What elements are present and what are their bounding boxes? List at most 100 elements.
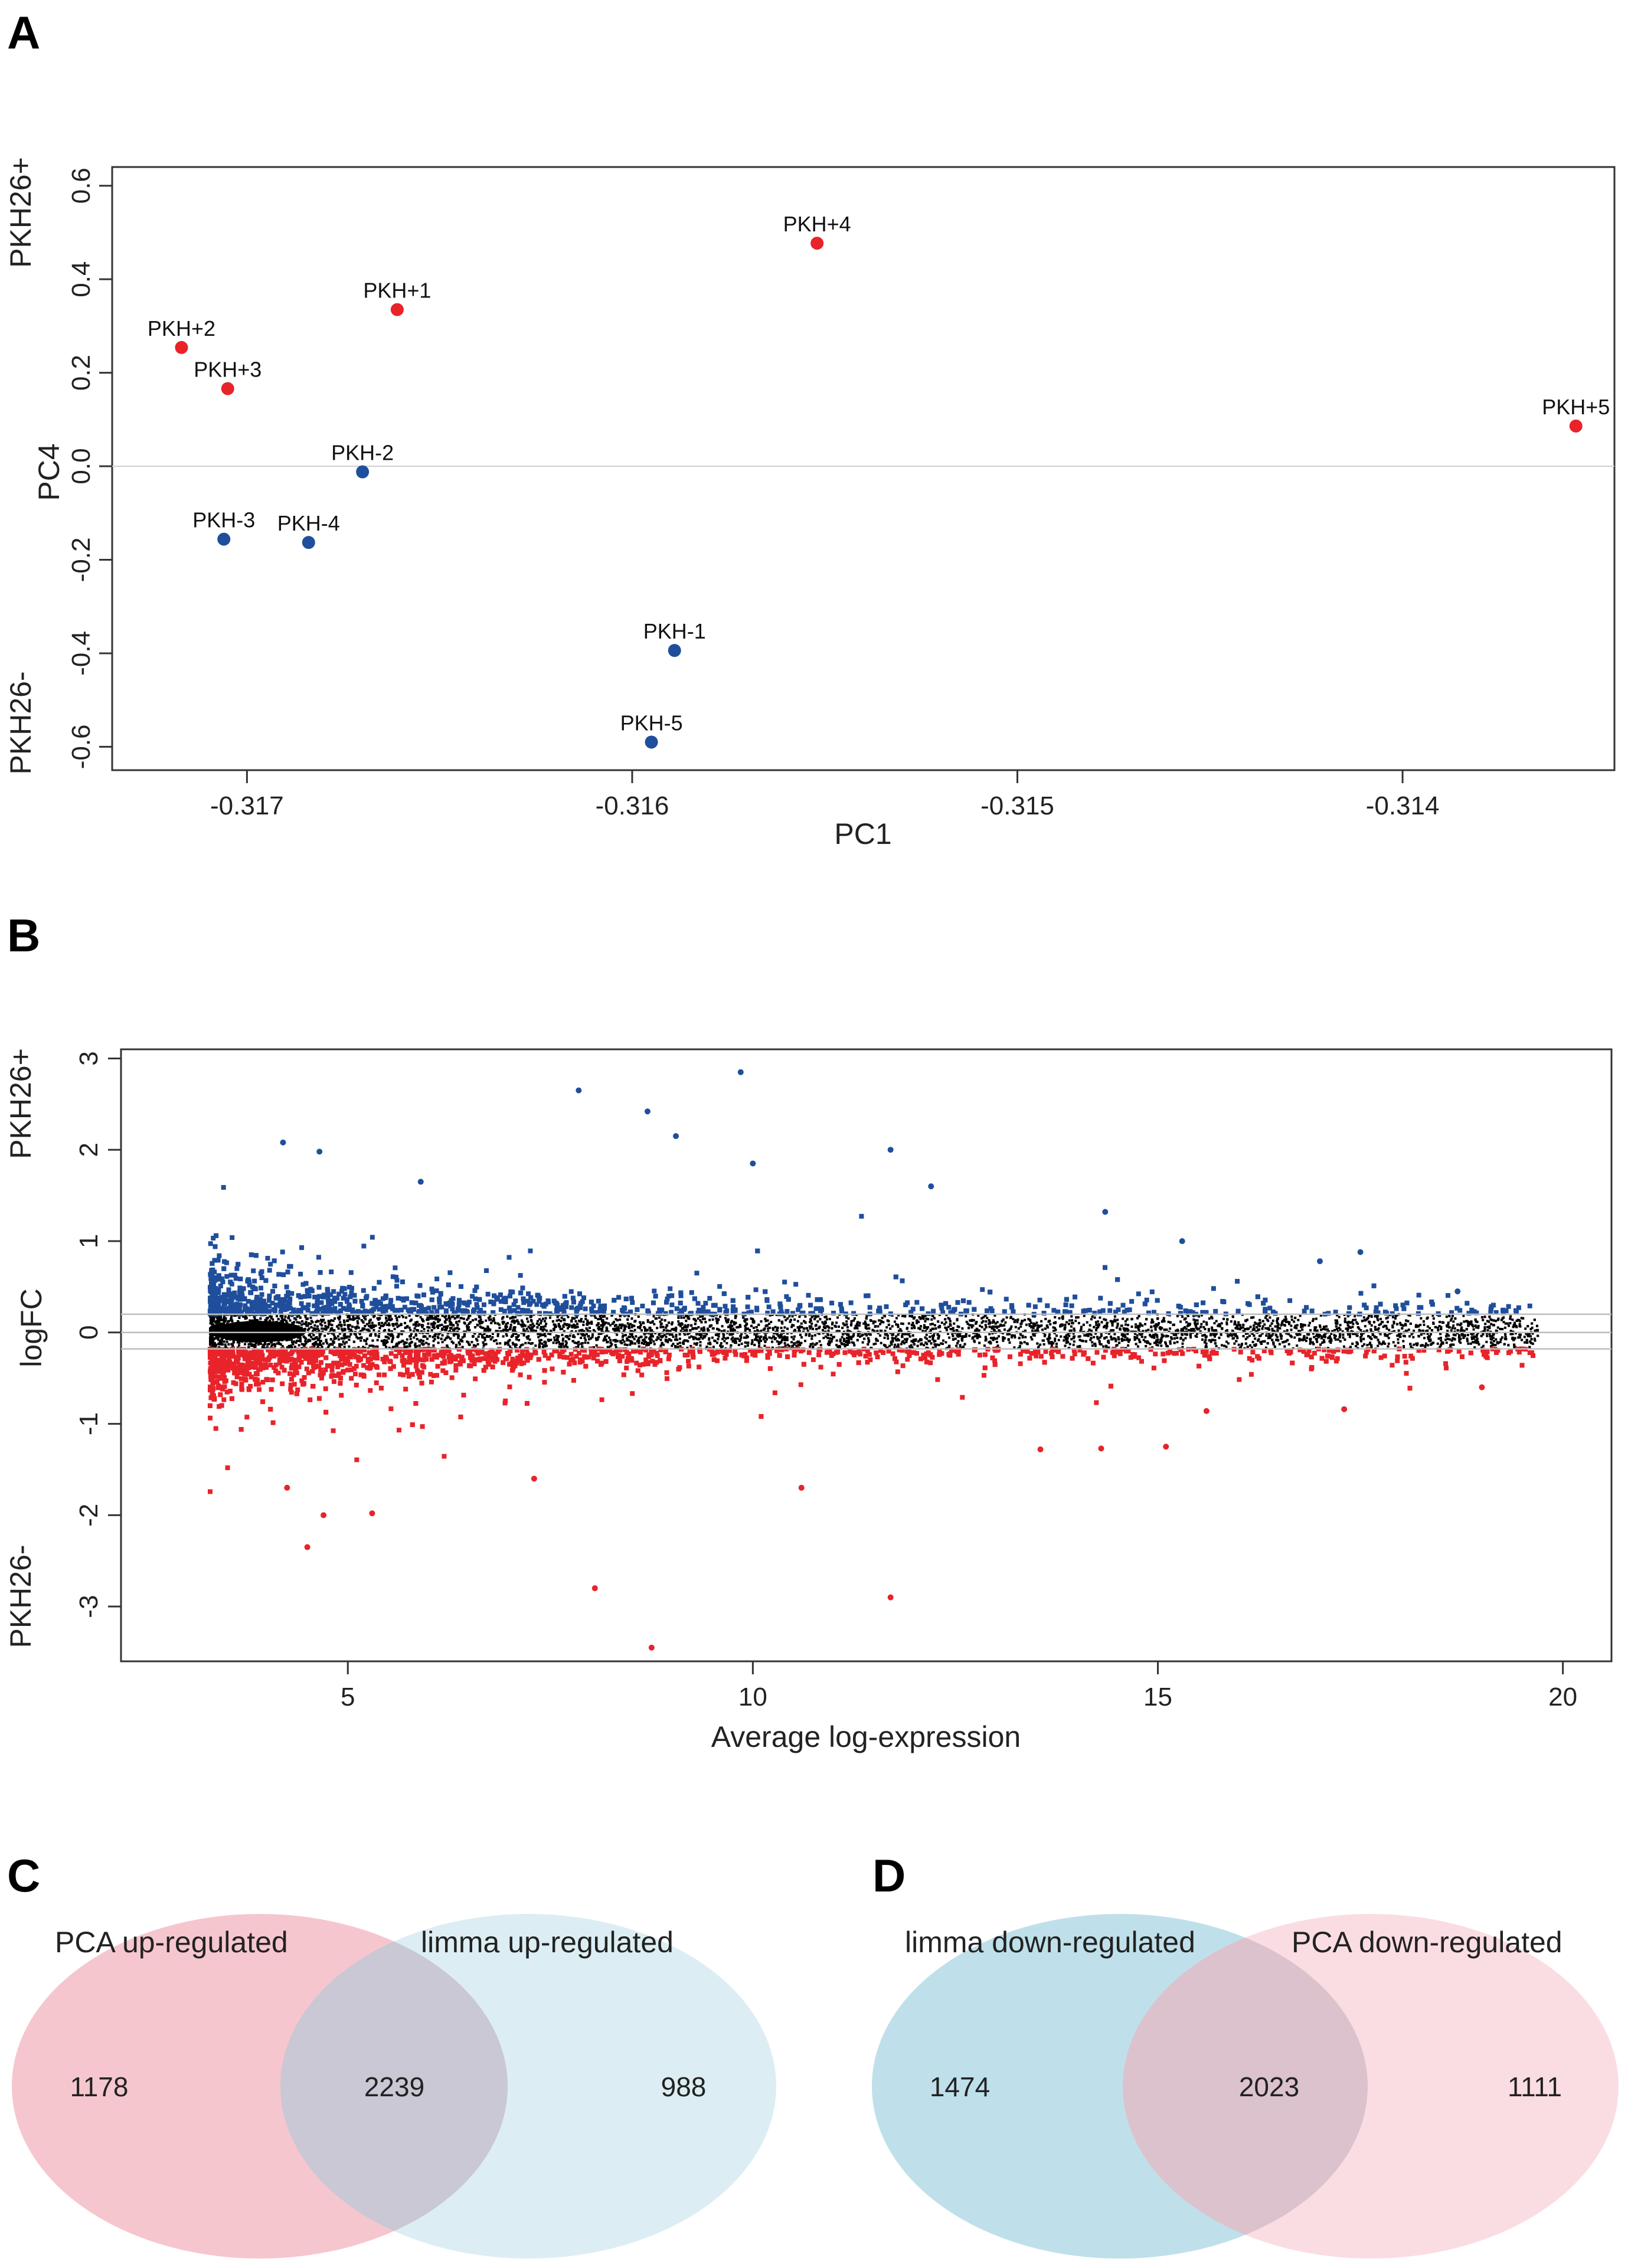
ma-nonsignificant-points-point bbox=[540, 1328, 542, 1331]
ma-nonsignificant-points-point bbox=[1449, 1319, 1452, 1322]
ma-nonsignificant-points-point bbox=[854, 1327, 857, 1330]
ma-nonsignificant-points-point bbox=[850, 1320, 853, 1323]
ma-nonsignificant-points-point bbox=[985, 1320, 988, 1323]
ma-nonsignificant-points-point bbox=[762, 1338, 765, 1341]
ma-nonsignificant-points-point bbox=[649, 1321, 652, 1324]
ma-nonsignificant-points-point bbox=[1176, 1341, 1179, 1344]
ma-nonsignificant-points-point bbox=[910, 1340, 913, 1343]
ma-nonsignificant-points-point bbox=[556, 1315, 559, 1318]
ma-nonsignificant-points-point bbox=[434, 1333, 437, 1336]
ma-nonsignificant-points-point bbox=[1251, 1333, 1254, 1336]
ma-nonsignificant-points-point bbox=[360, 1336, 363, 1339]
ma-nonsignificant-points-point bbox=[819, 1344, 822, 1347]
ma-nonsignificant-points-point bbox=[359, 1330, 362, 1333]
ma-nonsignificant-points-point bbox=[1472, 1328, 1475, 1331]
pca-plot-frame bbox=[111, 166, 1616, 771]
ma-nonsignificant-points-point bbox=[365, 1328, 368, 1331]
ma-nonsignificant-points-point bbox=[614, 1324, 617, 1327]
ma-nonsignificant-points-point bbox=[978, 1329, 980, 1332]
ma-nonsignificant-points-point bbox=[1378, 1324, 1381, 1327]
ma-nonsignificant-points-point bbox=[968, 1324, 971, 1327]
ma-nonsignificant-points-point bbox=[1127, 1344, 1130, 1347]
ma-nonsignificant-points-point bbox=[362, 1321, 365, 1324]
ma-nonsignificant-points-point bbox=[1529, 1340, 1532, 1343]
ma-nonsignificant-points-point bbox=[511, 1341, 514, 1344]
ma-nonsignificant-points-point bbox=[758, 1341, 761, 1344]
ma-nonsignificant-points-point bbox=[1192, 1328, 1195, 1331]
ma-nonsignificant-points-point bbox=[1261, 1325, 1264, 1328]
ma-nonsignificant-points-point bbox=[566, 1346, 569, 1349]
ma-nonsignificant-points-point bbox=[466, 1327, 469, 1330]
pca-point-PKHneg5 bbox=[645, 735, 658, 749]
ma-nonsignificant-points-point bbox=[1376, 1317, 1379, 1320]
ma-nonsignificant-points-point bbox=[721, 1325, 724, 1328]
ma-nonsignificant-points-point bbox=[555, 1319, 558, 1322]
ma-nonsignificant-points-point bbox=[1218, 1325, 1221, 1328]
ma-nonsignificant-points-point bbox=[1194, 1321, 1197, 1324]
ma-nonsignificant-points-point bbox=[868, 1339, 871, 1342]
ma-nonsignificant-points-point bbox=[1396, 1323, 1399, 1326]
ma-nonsignificant-points-point bbox=[877, 1325, 880, 1328]
ma-nonsignificant-points-point bbox=[656, 1327, 659, 1330]
ma-nonsignificant-points-point bbox=[678, 1337, 681, 1340]
ma-nonsignificant-points-point bbox=[531, 1329, 534, 1332]
ma-nonsignificant-points-point bbox=[561, 1327, 564, 1330]
ma-nonsignificant-points-point bbox=[1169, 1321, 1172, 1324]
ma-nonsignificant-points-point bbox=[882, 1343, 885, 1346]
ma-nonsignificant-points-point bbox=[554, 1323, 557, 1326]
ma-nonsignificant-points-point bbox=[1503, 1326, 1506, 1329]
ma-nonsignificant-points-point bbox=[1419, 1323, 1422, 1326]
ma-nonsignificant-points-point bbox=[517, 1321, 520, 1324]
ma-nonsignificant-points-point bbox=[441, 1341, 444, 1344]
ma-nonsignificant-points-point bbox=[1450, 1329, 1453, 1332]
ma-nonsignificant-points-point bbox=[1156, 1336, 1159, 1338]
ma-nonsignificant-points-point bbox=[1271, 1328, 1274, 1331]
ma-nonsignificant-points-point bbox=[1339, 1333, 1342, 1336]
ma-nonsignificant-points-point bbox=[329, 1320, 332, 1323]
ma-nonsignificant-points-point bbox=[913, 1343, 916, 1346]
ma-nonsignificant-points-point bbox=[381, 1324, 384, 1327]
ma-nonsignificant-points-point bbox=[1446, 1330, 1449, 1333]
ma-nonsignificant-points-point bbox=[1004, 1321, 1007, 1324]
ma-nonsignificant-points-point bbox=[496, 1334, 499, 1337]
pca-point-PKHpos2 bbox=[175, 341, 188, 354]
ma-nonsignificant-points-point bbox=[1269, 1316, 1271, 1319]
ma-nonsignificant-points-point bbox=[666, 1340, 669, 1343]
pca-point-label: PKH-1 bbox=[643, 619, 706, 643]
ma-nonsignificant-points-point bbox=[711, 1318, 714, 1321]
ma-nonsignificant-points-point bbox=[581, 1328, 584, 1331]
ma-nonsignificant-points-point bbox=[665, 1326, 668, 1329]
ma-nonsignificant-points-point bbox=[1145, 1345, 1148, 1348]
ma-nonsignificant-points-point bbox=[476, 1339, 479, 1342]
ma-nonsignificant-points-point bbox=[295, 1318, 298, 1321]
ma-nonsignificant-points-point bbox=[1502, 1321, 1505, 1324]
ma-nonsignificant-points-point bbox=[485, 1319, 488, 1322]
ma-nonsignificant-points-point bbox=[305, 1322, 308, 1325]
ma-nonsignificant-points-point bbox=[929, 1336, 931, 1338]
ma-nonsignificant-points-point bbox=[677, 1320, 680, 1323]
ma-nonsignificant-points-point bbox=[783, 1335, 786, 1338]
ma-nonsignificant-points-point bbox=[1130, 1326, 1133, 1328]
ma-nonsignificant-points-point bbox=[1099, 1316, 1101, 1319]
ma-nonsignificant-points-point bbox=[854, 1324, 857, 1327]
ma-nonsignificant-points-point bbox=[290, 1346, 293, 1349]
ma-nonsignificant-points-point bbox=[396, 1326, 399, 1328]
ma-nonsignificant-points-point bbox=[1367, 1320, 1370, 1323]
ma-nonsignificant-points-point bbox=[1261, 1327, 1264, 1330]
ma-nonsignificant-points-point bbox=[512, 1328, 515, 1331]
ma-nonsignificant-points-point bbox=[983, 1328, 986, 1331]
ma-nonsignificant-points-point bbox=[1113, 1318, 1116, 1321]
ma-nonsignificant-points-point bbox=[218, 1346, 221, 1349]
ma-nonsignificant-points-point bbox=[973, 1335, 976, 1338]
ma-nonsignificant-points-point bbox=[855, 1323, 858, 1326]
ma-nonsignificant-points-point bbox=[1169, 1327, 1172, 1330]
ma-nonsignificant-points-point bbox=[429, 1317, 432, 1320]
ma-nonsignificant-points-point bbox=[871, 1328, 874, 1331]
ma-nonsignificant-points-point bbox=[456, 1326, 459, 1329]
ma-nonsignificant-points-point bbox=[589, 1330, 591, 1333]
ma-nonsignificant-points-point bbox=[1024, 1318, 1027, 1321]
ma-nonsignificant-points-point bbox=[517, 1336, 519, 1338]
ma-nonsignificant-points-point bbox=[720, 1330, 723, 1333]
ma-nonsignificant-points-point bbox=[1506, 1322, 1509, 1325]
ma-nonsignificant-points-point bbox=[1402, 1334, 1405, 1337]
